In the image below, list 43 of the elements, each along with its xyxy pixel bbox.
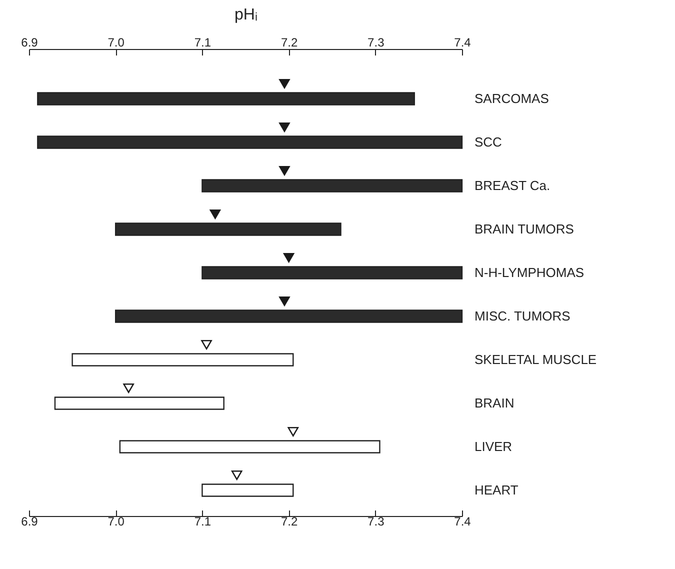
bar: [202, 179, 463, 192]
y-tick-label: SCC: [474, 134, 502, 150]
bar: [37, 92, 415, 106]
y-tick-label: BREAST Ca.: [474, 178, 550, 193]
y-tick-label: LIVER: [474, 438, 512, 454]
y-tick-label: SKELETAL MUSCLE: [474, 352, 597, 367]
y-tick-label: HEART: [474, 482, 518, 498]
x-tick-label: 7.1: [194, 514, 212, 528]
bar: [54, 396, 224, 410]
point: [201, 340, 212, 350]
point: [231, 470, 242, 480]
x2-tick-label: 7.1: [194, 36, 212, 50]
point: [123, 383, 134, 394]
y-tick-label: N-H-LYMPHOMAS: [474, 264, 584, 280]
x-tick-label: 7.4: [454, 514, 472, 528]
bar: [72, 353, 294, 366]
point: [279, 296, 290, 306]
bar: [115, 222, 342, 236]
x-tick-label: 6.9: [21, 514, 38, 528]
x2-axis-title: pHᵢ: [234, 6, 258, 24]
y-tick-label: SARCOMAS: [474, 90, 550, 106]
x-tick-label: 7.3: [368, 514, 385, 528]
bar: [119, 440, 380, 454]
point: [283, 252, 294, 263]
bar: [115, 310, 463, 323]
x-tick-label: 7.2: [280, 514, 298, 528]
y-tick-label: BRAIN: [474, 395, 514, 410]
x-tick-label: 7.0: [108, 514, 125, 528]
x2-tick-label: 7.0: [108, 36, 125, 50]
point: [210, 209, 221, 220]
point: [279, 166, 290, 176]
y-tick-label: BRAIN TUMORS: [474, 221, 574, 236]
x2-tick-label: 7.3: [368, 36, 385, 50]
bar: [202, 484, 294, 497]
x2-tick-label: 6.9: [21, 36, 38, 50]
point: [288, 426, 299, 437]
point: [279, 122, 290, 132]
bar: [202, 266, 463, 280]
bar: [37, 136, 463, 149]
point: [279, 78, 290, 89]
x2-tick-label: 7.4: [454, 36, 472, 50]
y-tick-label: MISC. TUMORS: [474, 308, 571, 324]
x2-tick-label: 7.2: [280, 36, 298, 50]
